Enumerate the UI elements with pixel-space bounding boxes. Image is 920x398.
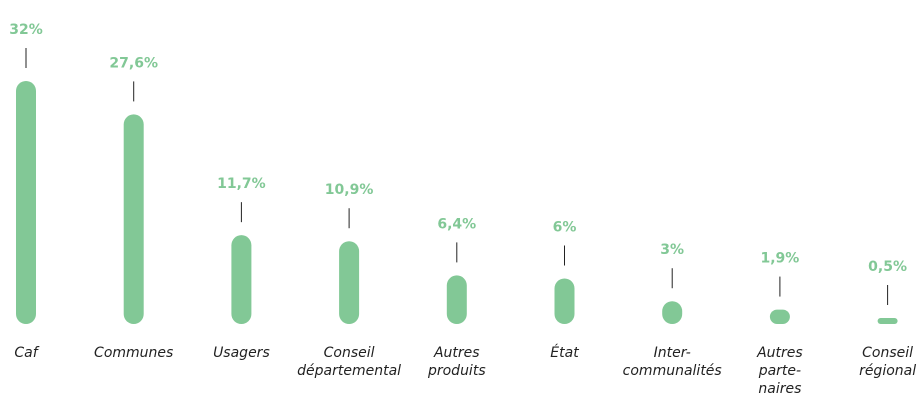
category-label-line: naires	[758, 381, 801, 397]
category-label-3: Conseil départemental	[297, 345, 401, 379]
category-label-line: Communes	[94, 345, 173, 361]
value-label-3: 10,9%	[325, 182, 374, 198]
category-label-line: communalités	[623, 363, 722, 379]
category-label-line: Autres	[433, 345, 480, 361]
value-label-4: 6,4%	[437, 216, 476, 232]
category-label-4: Autres produits	[427, 345, 486, 379]
category-label-8: Conseil régional	[859, 345, 916, 379]
value-label-1: 27,6%	[109, 55, 158, 71]
bar-5	[554, 278, 575, 324]
value-label-7: 1,9%	[760, 251, 799, 267]
category-label-line: Caf	[14, 345, 39, 361]
category-label-line: parte-	[758, 363, 801, 379]
value-label-5: 6%	[553, 219, 577, 235]
value-label-2: 11,7%	[217, 176, 266, 192]
category-label-0: Caf	[14, 345, 39, 361]
category-label-6: Inter-communalités	[623, 345, 722, 379]
category-label-line: départemental	[297, 363, 401, 379]
category-label-line: Conseil	[324, 345, 375, 361]
category-label-line: Conseil	[862, 345, 913, 361]
value-label-6: 3%	[660, 242, 684, 258]
category-label-5: État	[550, 344, 579, 361]
category-label-2: Usagers	[213, 345, 270, 361]
category-label-line: produits	[427, 363, 486, 379]
bar-1	[123, 114, 144, 324]
bar-3	[339, 241, 360, 324]
value-label-0: 32%	[9, 22, 43, 38]
category-label-line: Inter-	[654, 345, 691, 361]
category-label-line: Autres	[756, 345, 803, 361]
category-label-line: État	[550, 344, 579, 361]
category-label-line: régional	[859, 363, 916, 379]
category-label-line: Usagers	[213, 345, 270, 361]
bar-7	[769, 309, 790, 324]
value-label-8: 0,5%	[868, 259, 907, 275]
bar-4	[446, 275, 467, 324]
bar-0	[16, 81, 36, 324]
category-label-1: Communes	[94, 345, 173, 361]
bar-8	[877, 318, 898, 324]
bar-6	[662, 301, 683, 324]
bar-2	[231, 235, 252, 324]
category-label-7: Autres parte-naires	[756, 345, 803, 397]
